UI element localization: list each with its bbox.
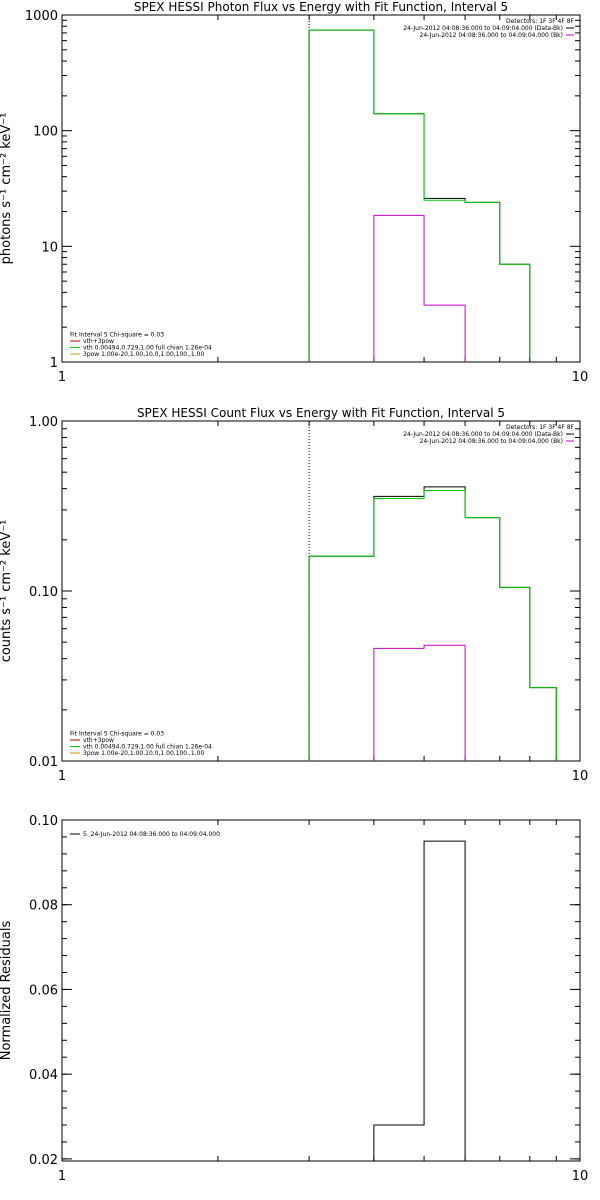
x-tick-label: 1 [58, 1169, 66, 1184]
y-tick-label: 1.00 [29, 415, 58, 430]
y-axis-label: photons s⁻¹ cm⁻² keV⁻¹ [0, 113, 14, 265]
y-tick-label: 100 [33, 125, 58, 140]
chart-title: SPEX HESSI Photon Flux vs Energy with Fi… [134, 0, 508, 14]
chart-panel-2: Normalized Residuals 1 10 0.02 0.04 0.06 0.08 0… [0, 814, 588, 1184]
x-tick-label: 1 [58, 370, 66, 385]
legend-entry: 5. 24-Jun-2012 04:08:36.000 to 04:09:04.… [83, 831, 220, 838]
y-tick-label: 0.08 [29, 899, 58, 914]
y-tick-label: 1000 [25, 9, 58, 24]
plot-frame [61, 420, 581, 762]
legend-entry: 24-Jun-2012 04:08:36.000 to 04:09:04.000… [403, 431, 563, 438]
series-line-0 [308, 486, 557, 761]
legend-entry: 24-Jun-2012 04:08:36.000 to 04:09:04.000… [420, 438, 563, 445]
legend-entry: 24-Jun-2012 04:08:36.000 to 04:09:04.000… [420, 32, 563, 39]
series-line-0 [308, 29, 531, 362]
y-tick-label: 0.10 [29, 814, 58, 829]
chart-panel-1: SPEX HESSI Count Flux vs Energy with Fit… [0, 406, 588, 784]
fit-legend-entry: 3pow 1.00e-20,1.00,10.0,1.00,100.,1.00 [83, 750, 204, 757]
series-line-1 [308, 490, 557, 761]
fit-legend-entry: 3pow 1.00e-20,1.00,10.0,1.00,100.,1.00 [83, 351, 204, 358]
fit-legend-header: Fit Interval 5 Chi-square = 0.03 [70, 332, 164, 339]
fit-legend-header: Fit Interval 5 Chi-square = 0.03 [70, 731, 164, 738]
y-axis-label: Normalized Residuals [0, 921, 14, 1061]
series-line-2 [373, 214, 466, 362]
fit-legend-entry: vth 0.00494,0.729,1.00 full chian 1.26e-… [83, 345, 212, 352]
series-line-0 [373, 840, 466, 1161]
series-line-1 [308, 29, 531, 362]
y-tick-label: 1 [50, 356, 58, 371]
plot-frame [61, 819, 581, 1162]
x-tick-label: 10 [572, 769, 589, 784]
chart-title: SPEX HESSI Count Flux vs Energy with Fit… [137, 406, 505, 420]
legend-header: Detectors: 1F 3F 4F 8F [506, 18, 575, 25]
x-tick-label: 10 [572, 370, 589, 385]
fit-legend-entry: vth 0.00494,0.729,1.00 full chian 1.26e-… [83, 744, 212, 751]
y-tick-label: 0.02 [29, 1153, 58, 1168]
x-tick-label: 1 [58, 769, 66, 784]
fit-legend-entry: vth+3pow [83, 737, 114, 744]
legend-header: Detectors: 1F 3F 4F 8F [506, 424, 575, 431]
y-axis-label: counts s⁻¹ cm⁻² keV⁻¹ [0, 520, 14, 663]
y-tick-label: 10 [41, 240, 58, 255]
series-line-2 [373, 644, 466, 761]
legend-entry: 24-Jun-2012 04:08:36.000 to 04:09:04.000… [403, 25, 563, 32]
chart-panel-0: SPEX HESSI Photon Flux vs Energy with Fi… [0, 0, 588, 385]
y-tick-label: 0.06 [29, 983, 58, 998]
fit-legend-entry: vth+3pow [83, 338, 114, 345]
x-tick-label: 10 [572, 1169, 589, 1184]
plot-frame [61, 14, 581, 363]
y-tick-label: 0.01 [29, 755, 58, 770]
y-tick-label: 0.10 [29, 585, 58, 600]
y-tick-label: 0.04 [29, 1068, 58, 1083]
